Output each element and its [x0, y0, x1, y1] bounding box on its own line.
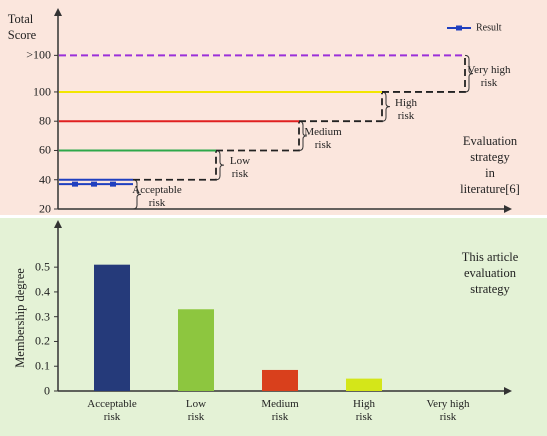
legend-marker [456, 25, 462, 31]
result-marker [110, 181, 116, 187]
y-tick-label: 0.5 [35, 259, 50, 274]
level-label: High risk [395, 96, 417, 122]
level-label: Acceptable risk [132, 184, 182, 210]
level-label: Very high risk [467, 63, 511, 89]
brace [298, 120, 308, 151]
y-tick-label: 80 [39, 113, 51, 128]
brace [381, 91, 391, 122]
result-marker [91, 181, 97, 187]
bar [94, 264, 130, 391]
annotation: Evaluation strategy in literature[6] [460, 134, 520, 196]
result-marker [72, 181, 78, 187]
x-tick-label: High risk [353, 398, 375, 423]
y-tick-label: 0.4 [35, 284, 50, 299]
y-axis-label: Membership degree [13, 268, 27, 368]
y-tick-label: 0.1 [35, 358, 50, 373]
y-tick-label: 100 [33, 84, 51, 99]
bar [262, 369, 298, 391]
y-tick-label: 0 [44, 383, 50, 398]
y-tick-label: 0.2 [35, 333, 50, 348]
x-tick-label: Acceptable risk [87, 398, 137, 423]
y-tick-label: 40 [39, 172, 51, 187]
x-tick-label: Very high risk [426, 398, 470, 423]
level-label: Medium risk [304, 125, 342, 151]
annotation: This article evaluation strategy [461, 250, 519, 296]
legend-label: Result [476, 22, 502, 34]
y-tick-label: >100 [26, 47, 51, 62]
brace [215, 149, 225, 181]
y-axis-label: Total Score [7, 12, 37, 42]
brace [132, 179, 142, 210]
x-tick-label: Medium risk [261, 398, 299, 423]
y-tick-label: 20 [39, 201, 51, 216]
level-label: Low risk [229, 155, 251, 181]
brace [464, 54, 474, 93]
bottom-panel [0, 218, 547, 436]
bar [178, 309, 214, 391]
bar [346, 378, 382, 391]
x-tick-label: Low risk [185, 398, 207, 423]
y-tick-label: 60 [39, 142, 51, 157]
y-tick-label: 0.3 [35, 309, 50, 324]
